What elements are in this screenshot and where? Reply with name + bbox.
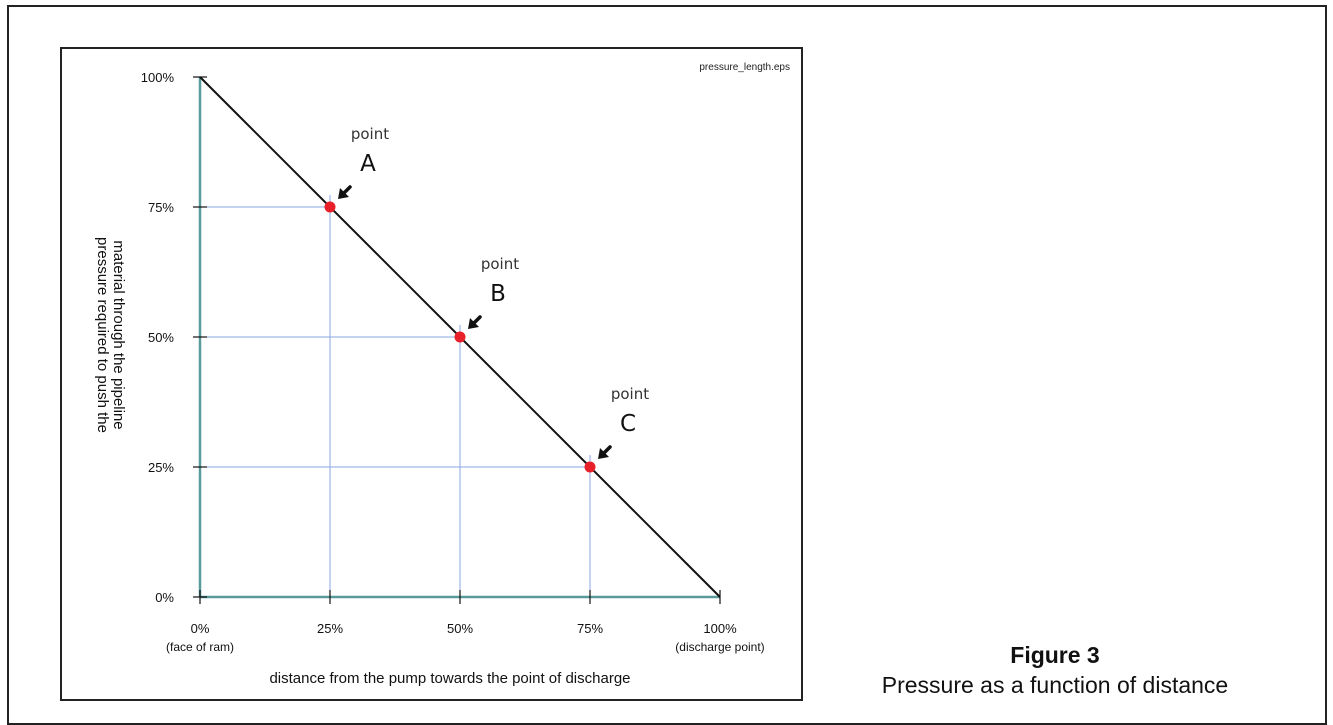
x-tick-sublabel: (face of ram) bbox=[166, 640, 234, 654]
figure-description: Pressure as a function of distance bbox=[881, 672, 1229, 698]
chart-frame bbox=[60, 47, 803, 701]
point-letter-b: B bbox=[490, 281, 506, 307]
x-tick-label: 50% bbox=[447, 621, 473, 636]
x-tick-label: 0% bbox=[191, 621, 210, 636]
y-tick-label: 50% bbox=[148, 330, 174, 345]
point-marker-c bbox=[584, 461, 596, 473]
point-marker-b bbox=[454, 331, 466, 343]
arrow-head-b bbox=[468, 318, 479, 329]
point-word-a: point bbox=[351, 125, 389, 143]
x-tick-sublabel: (discharge point) bbox=[675, 640, 764, 654]
point-marker-a bbox=[324, 201, 336, 213]
filename-label: pressure_length.eps bbox=[699, 62, 790, 73]
y-tick-label: 75% bbox=[148, 200, 174, 215]
y-tick-label: 0% bbox=[155, 590, 174, 605]
figure-number: Figure 3 bbox=[1010, 642, 1100, 668]
y-tick-label: 100% bbox=[141, 70, 175, 85]
figure-caption: Figure 3 Pressure as a function of dista… bbox=[820, 640, 1290, 700]
guide-lines bbox=[200, 195, 591, 597]
point-letter-c: C bbox=[620, 411, 636, 437]
y-tick-label: 25% bbox=[148, 460, 174, 475]
arrow-head-c bbox=[598, 448, 609, 459]
x-axis-label: distance from the pump towards the point… bbox=[269, 670, 630, 687]
arrow-head-a bbox=[338, 188, 349, 199]
y-axis-label-line2: material through the pipeline bbox=[110, 240, 127, 429]
x-tick-label: 25% bbox=[317, 621, 343, 636]
point-letter-a: A bbox=[360, 151, 376, 177]
point-word-c: point bbox=[611, 385, 649, 403]
x-tick-label: 100% bbox=[703, 621, 737, 636]
x-tick-label: 75% bbox=[577, 621, 603, 636]
y-axis-label-line1: pressure required to push the bbox=[94, 237, 111, 433]
point-word-b: point bbox=[481, 255, 519, 273]
ticks: 0% 25% 50% 75% 100% 0% (face of ram) 25% 50% 75% 1… bbox=[141, 70, 765, 654]
chart: pressure_length.eps 0% 25% 50% 75% 100% 0% (fa… bbox=[60, 47, 803, 701]
